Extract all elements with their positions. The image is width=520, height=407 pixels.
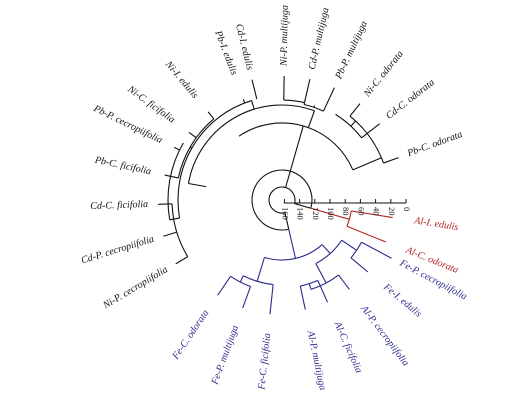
branch-segment xyxy=(351,210,393,219)
scale-tick-label: 140 xyxy=(296,207,306,220)
leaf-label: Ni-P. cecropiifolia xyxy=(100,264,169,312)
branch-segment xyxy=(338,274,350,290)
leaf-label: Ni-I. edulis xyxy=(162,58,200,100)
leaf-label: Ni-P. multijuga xyxy=(279,5,291,67)
branch-segment xyxy=(189,146,193,149)
branch-arc xyxy=(243,275,274,286)
scale-tick-label: 40 xyxy=(372,207,382,216)
branch-segment xyxy=(349,103,361,117)
branch-arc xyxy=(335,113,363,139)
branch-arc xyxy=(251,169,313,231)
leaf-label: Cd-P. multijuga xyxy=(307,7,332,71)
branch-segment xyxy=(350,257,369,273)
leaf-label: Pb-I. edulis xyxy=(212,28,239,77)
branch-segment xyxy=(317,280,329,303)
branch-arc xyxy=(187,104,315,184)
branch-segment xyxy=(242,286,252,309)
branch-segment xyxy=(188,182,207,188)
branch-arc xyxy=(349,115,385,164)
leaf-label: Pb-C. ficifolia xyxy=(93,154,152,177)
branch-arc xyxy=(167,142,184,220)
leaf-label: Al-I. edulis xyxy=(413,215,460,233)
branch-segment xyxy=(207,111,215,120)
scale-tick-label: 160 xyxy=(280,207,290,220)
leaf-label: Fe-P. multijuga xyxy=(209,324,241,387)
branch-segment xyxy=(269,284,274,315)
leaf-label: Al-P. multijuga xyxy=(304,329,328,391)
branch-segment xyxy=(361,123,381,139)
branch-segment xyxy=(188,131,197,139)
branch-arc xyxy=(283,99,305,104)
branch-segment xyxy=(294,203,311,209)
leaf-label: Ni-C. ficifolia xyxy=(125,83,177,125)
leaf-label: Pb-P. multijuga xyxy=(333,19,370,81)
scale-tick-label: 80 xyxy=(341,207,351,216)
branch-segment xyxy=(239,275,244,283)
branch-segment xyxy=(310,207,350,220)
branch-segment xyxy=(352,157,382,171)
branch-arc xyxy=(238,122,354,171)
scale-tick-label: 60 xyxy=(356,207,366,216)
dendrogram-branches xyxy=(158,76,399,315)
branch-segment xyxy=(256,257,265,282)
leaf-label: Fe-I. edulis xyxy=(380,281,423,320)
scale-tick-label: 20 xyxy=(387,207,397,216)
branch-segment xyxy=(288,229,297,259)
scale-tick-label: 0 xyxy=(402,207,412,211)
branch-segment xyxy=(285,125,304,188)
branch-segment xyxy=(361,241,392,259)
branch-segment xyxy=(251,100,255,110)
branch-arc xyxy=(177,118,215,179)
branch-segment xyxy=(383,157,399,164)
branch-segment xyxy=(164,174,179,179)
distance-scale: 0 20 40 60 80 100 120 140 160 xyxy=(280,199,412,220)
branch-segment xyxy=(308,283,312,290)
branch-segment xyxy=(217,275,232,296)
branch-segment xyxy=(251,79,258,100)
branch-arc xyxy=(171,203,189,257)
branch-segment xyxy=(242,98,246,104)
branch-arc xyxy=(310,274,339,290)
branch-segment xyxy=(307,110,316,128)
branch-segment xyxy=(169,217,180,221)
branch-segment xyxy=(321,244,331,254)
branch-arc xyxy=(346,210,352,227)
branch-segment xyxy=(322,87,335,112)
branch-segment xyxy=(284,212,290,230)
branch-segment xyxy=(341,239,357,251)
branch-segment xyxy=(346,225,387,243)
branch-arc xyxy=(177,100,252,219)
branch-segment xyxy=(163,231,177,237)
branch-segment xyxy=(175,256,188,265)
leaf-label: Pb-C. odorata xyxy=(405,129,464,159)
leaf-label: Fe-C. ficifolia xyxy=(256,333,273,391)
leaf-label: Cd-P. cecropiifolia xyxy=(80,234,155,267)
branch-arc xyxy=(300,279,319,287)
branch-segment xyxy=(303,79,311,105)
branch-arc xyxy=(268,186,296,214)
scale-tick-label: 120 xyxy=(311,207,321,220)
branch-segment xyxy=(173,146,180,151)
leaf-label: Al-C. ficifolia xyxy=(331,319,364,375)
scale-tick-label: 100 xyxy=(326,207,336,220)
leaf-label: Cd-C. ficifolia xyxy=(90,199,148,212)
branch-segment xyxy=(350,120,357,127)
branch-segment xyxy=(299,285,306,310)
leaf-label: Ni-C. odorata xyxy=(361,49,405,100)
leaf-label: Cd-C. odorata xyxy=(384,77,437,122)
branch-arc xyxy=(264,244,323,261)
leaf-label: Al-P. cecropiifolia xyxy=(358,303,411,369)
branch-segment xyxy=(313,105,316,108)
branch-segment xyxy=(315,263,327,284)
leaf-label: Fe-C. odorata xyxy=(170,308,212,362)
